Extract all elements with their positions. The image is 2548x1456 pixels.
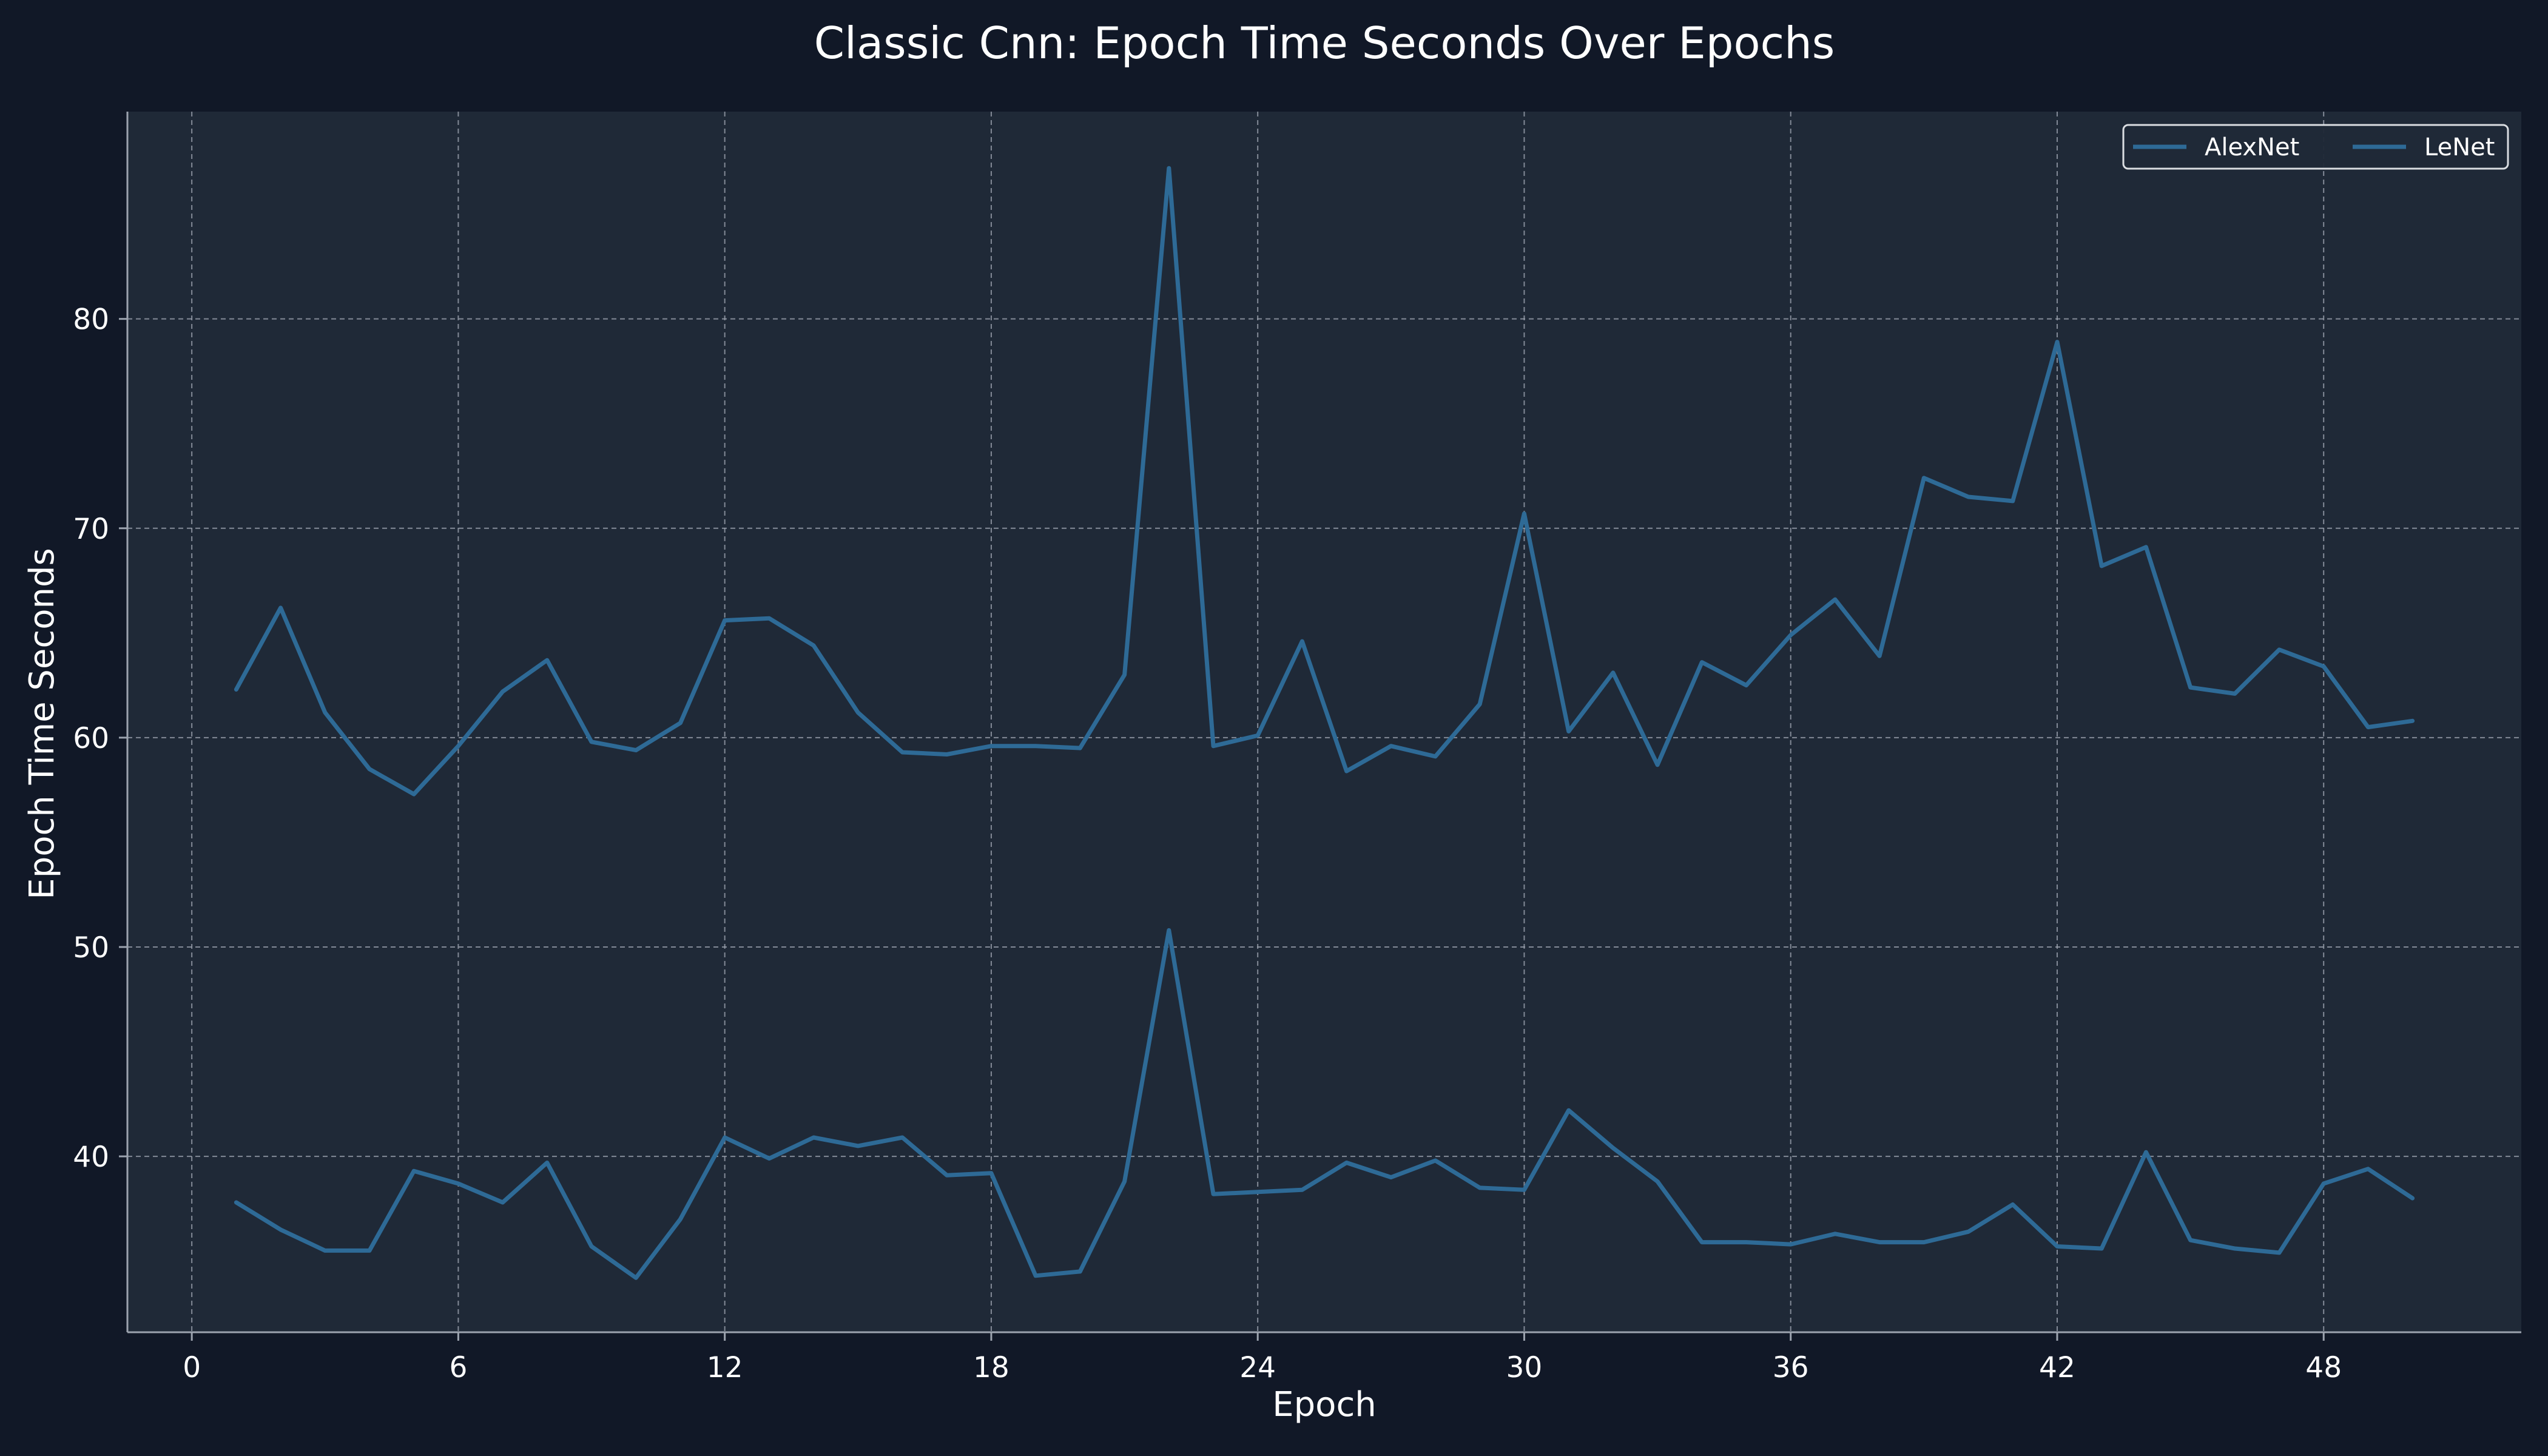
plot-area [127, 112, 2521, 1332]
ticks: 0 6 12 18 24 30 36 42 48 40 50 60 70 80 [73, 303, 2342, 1384]
y-tick-label: 80 [73, 303, 109, 337]
x-tick-label: 48 [2305, 1351, 2342, 1384]
x-tick-label: 6 [449, 1351, 467, 1384]
x-tick-label: 42 [2039, 1351, 2075, 1384]
x-tick-label: 18 [973, 1351, 1009, 1384]
y-tick-label: 40 [73, 1141, 109, 1174]
x-axis-label: Epoch [1272, 1385, 1376, 1424]
series-line-lenet [234, 928, 2415, 1280]
legend-frame [2122, 124, 2509, 170]
legend: AlexNet LeNet [2122, 124, 2509, 170]
x-tick-label: 36 [1773, 1351, 1809, 1384]
y-axis-label: Epoch Time Seconds [22, 548, 62, 899]
series-lines [234, 166, 2415, 1280]
y-tick-label: 70 [73, 513, 109, 546]
axes [126, 112, 2521, 1333]
series-line-alexnet [234, 166, 2415, 797]
legend-label-alexnet: AlexNet [2205, 133, 2299, 161]
chart-title: Classic Cnn: Epoch Time Seconds Over Epo… [814, 18, 1835, 69]
y-tick-label: 50 [73, 931, 109, 965]
y-tick-label: 60 [73, 722, 109, 755]
x-tick-label: 0 [183, 1351, 201, 1384]
x-tick-label: 12 [707, 1351, 743, 1384]
x-tick-label: 24 [1239, 1351, 1276, 1384]
x-tick-label: 30 [1506, 1351, 1543, 1384]
legend-label-lenet: LeNet [2424, 133, 2495, 161]
